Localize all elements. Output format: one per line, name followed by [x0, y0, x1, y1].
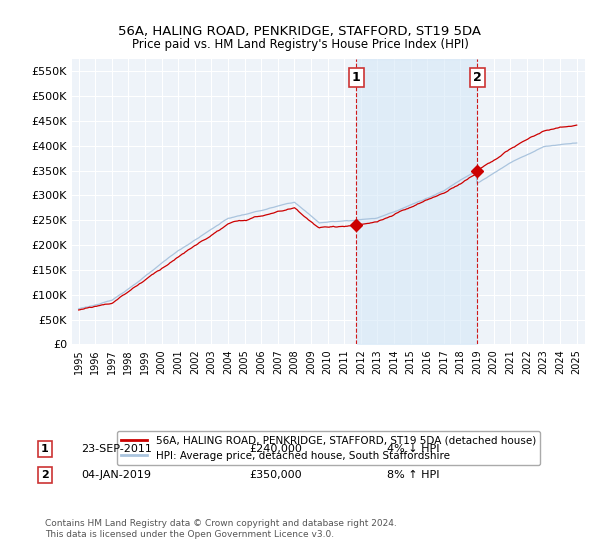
Text: 4% ↓ HPI: 4% ↓ HPI — [387, 444, 439, 454]
Text: 56A, HALING ROAD, PENKRIDGE, STAFFORD, ST19 5DA: 56A, HALING ROAD, PENKRIDGE, STAFFORD, S… — [119, 25, 482, 38]
Text: 2: 2 — [473, 71, 482, 84]
Text: Price paid vs. HM Land Registry's House Price Index (HPI): Price paid vs. HM Land Registry's House … — [131, 38, 469, 51]
Text: 1: 1 — [41, 444, 49, 454]
Text: Contains HM Land Registry data © Crown copyright and database right 2024.
This d: Contains HM Land Registry data © Crown c… — [45, 520, 397, 539]
Text: 1: 1 — [352, 71, 361, 84]
Text: 23-SEP-2011: 23-SEP-2011 — [81, 444, 152, 454]
Text: £240,000: £240,000 — [249, 444, 302, 454]
Text: £350,000: £350,000 — [249, 470, 302, 480]
Text: 04-JAN-2019: 04-JAN-2019 — [81, 470, 151, 480]
Text: 2: 2 — [41, 470, 49, 480]
Text: 8% ↑ HPI: 8% ↑ HPI — [387, 470, 439, 480]
Legend: 56A, HALING ROAD, PENKRIDGE, STAFFORD, ST19 5DA (detached house), HPI: Average p: 56A, HALING ROAD, PENKRIDGE, STAFFORD, S… — [117, 431, 540, 465]
